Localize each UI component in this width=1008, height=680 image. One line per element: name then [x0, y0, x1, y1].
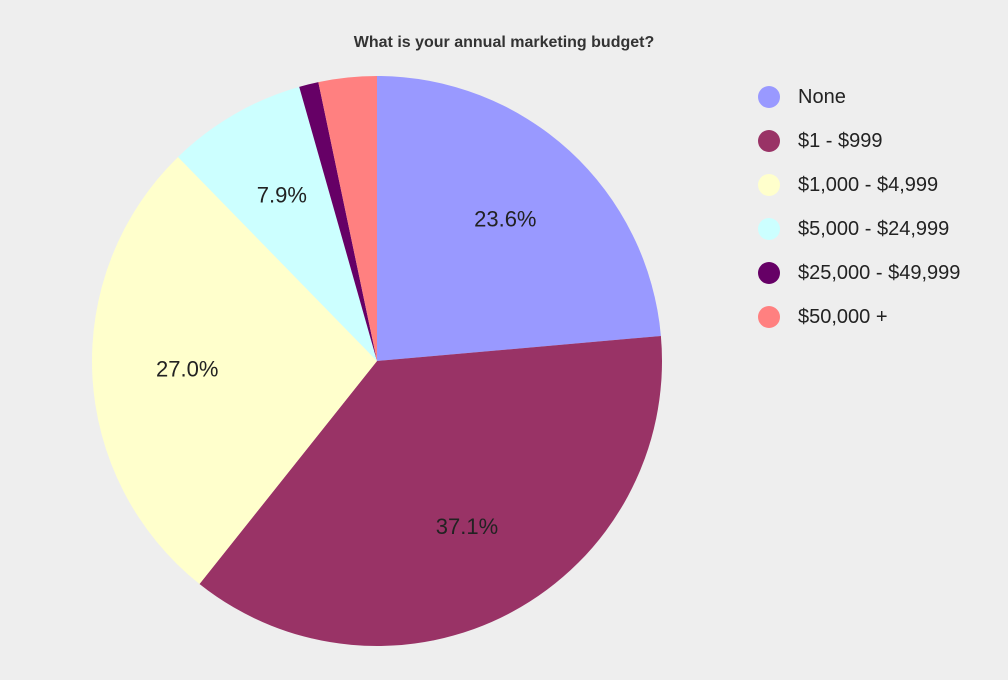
legend-swatch	[758, 130, 780, 152]
pie-slice-3	[91, 156, 377, 584]
legend-swatch	[758, 86, 780, 108]
legend-swatch	[758, 174, 780, 196]
data-label-1: 23.6%	[474, 207, 536, 232]
legend-item-4: $5,000 - $24,999	[758, 207, 960, 251]
legend-item-1: None	[758, 75, 960, 119]
legend-label: $1,000 - $4,999	[798, 173, 939, 196]
pie-slice-5	[299, 82, 377, 362]
pie-slice-1	[377, 76, 661, 361]
pie-slice-6	[318, 76, 377, 361]
pie-slice-2	[199, 335, 662, 646]
pie-slices	[91, 76, 662, 646]
legend-item-2: $1 - $999	[758, 119, 960, 163]
data-label-3: 27.0%	[156, 356, 218, 381]
legend-label: $1 - $999	[798, 129, 883, 152]
chart-legend: None $1 - $999 $1,000 - $4,999 $5,000 - $24…	[758, 75, 960, 339]
data-label-4: 7.9%	[257, 182, 307, 207]
pie-slice-4	[178, 86, 377, 361]
legend-label: $25,000 - $49,999	[798, 261, 961, 284]
legend-item-5: $25,000 - $49,999	[758, 251, 960, 295]
chart-title: What is your annual marketing budget?	[353, 34, 655, 51]
legend-swatch	[758, 262, 780, 284]
legend-item-6: $50,000 +	[758, 295, 960, 339]
legend-swatch	[758, 306, 780, 328]
pie-data-labels: 23.6% 37.1% 27.0% 7.9%	[156, 182, 536, 539]
legend-label: None	[798, 85, 846, 108]
legend-item-3: $1,000 - $4,999	[758, 163, 960, 207]
legend-label: $5,000 - $24,999	[798, 217, 950, 240]
data-label-2: 37.1%	[436, 514, 498, 539]
legend-swatch	[758, 218, 780, 240]
legend-label: $50,000 +	[798, 305, 888, 328]
